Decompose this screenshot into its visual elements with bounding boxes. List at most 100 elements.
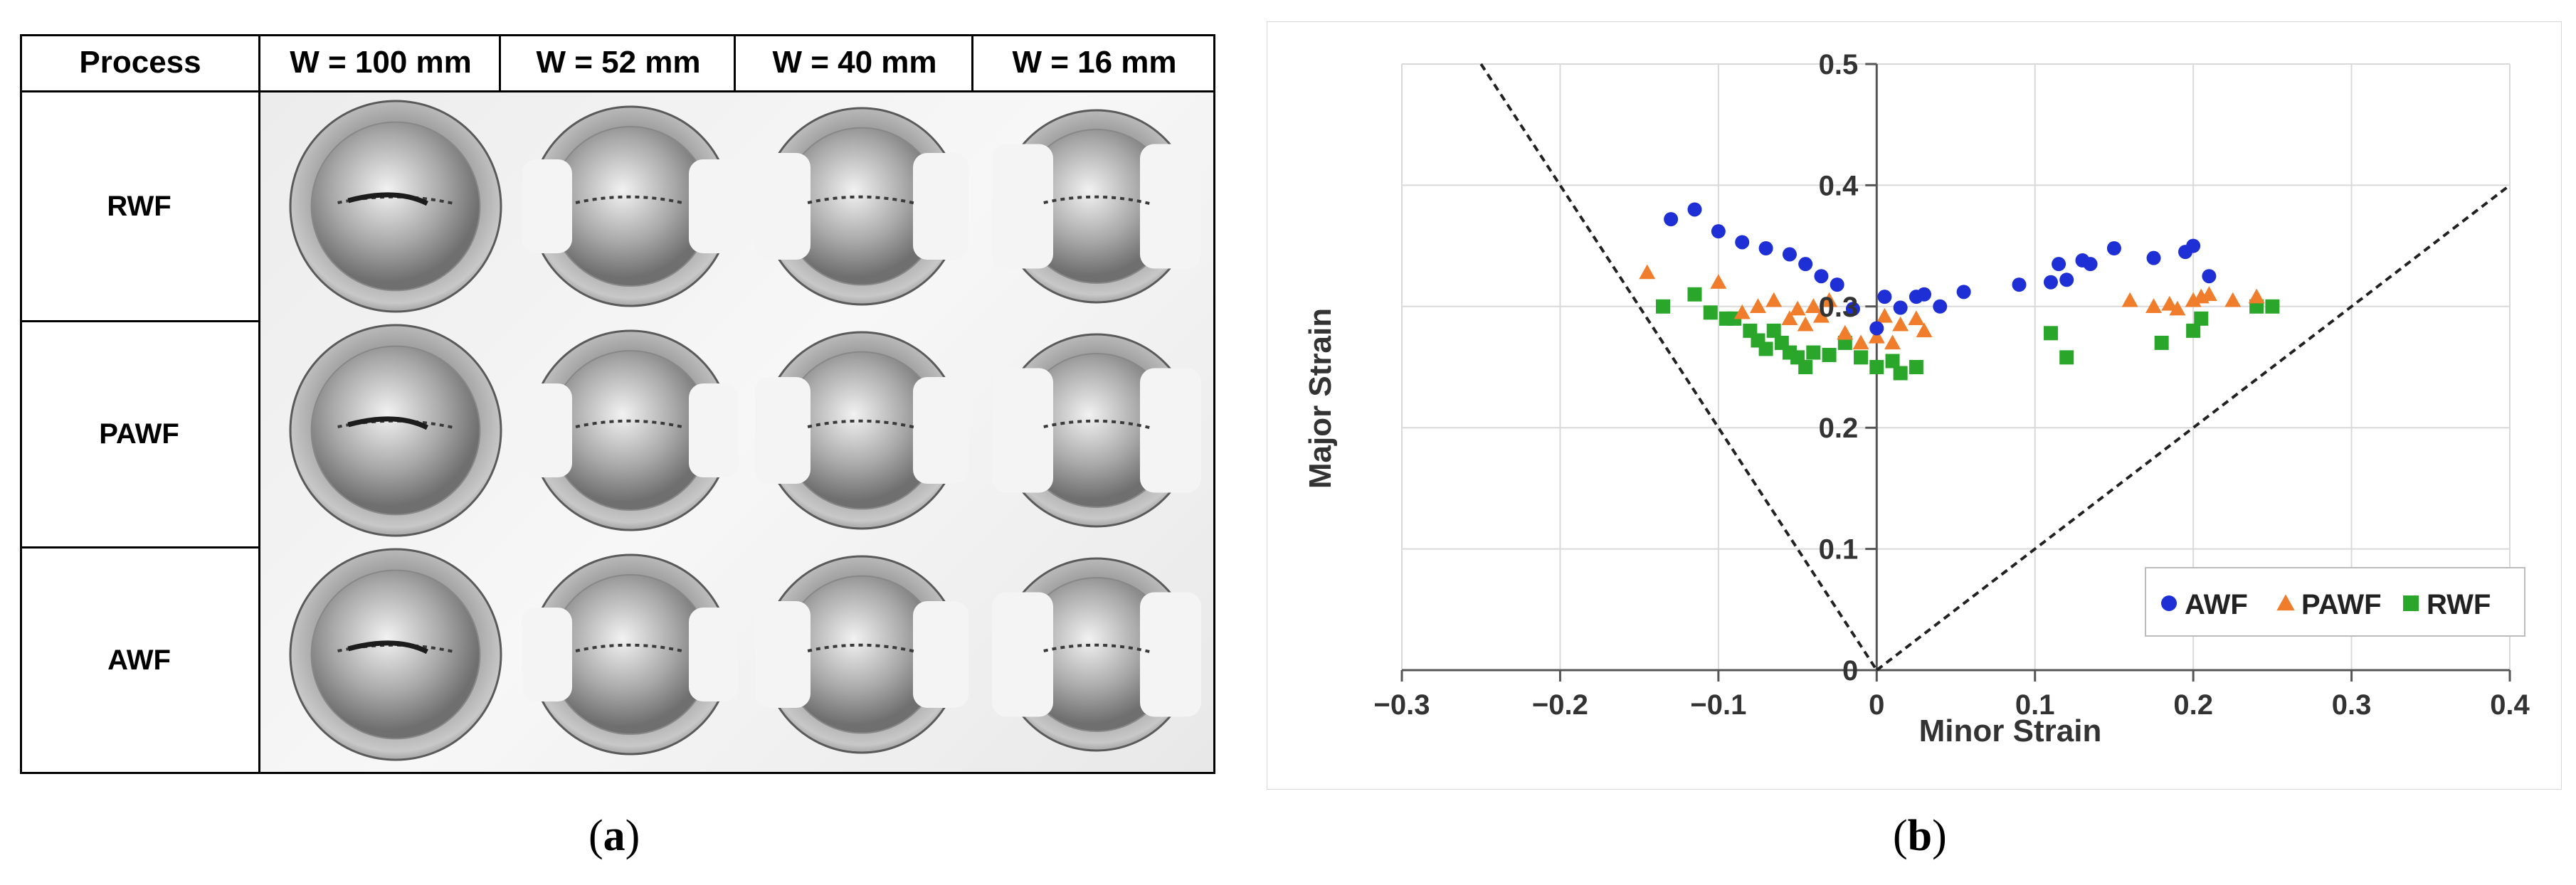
- data-point-rwf: [2186, 323, 2201, 338]
- header-w52: W = 52 mm: [536, 44, 701, 80]
- process-comparison-table: Process W = 100 mm W = 52 mm W = 40 mm W…: [20, 34, 1215, 774]
- data-point-awf: [2059, 272, 2074, 287]
- data-point-awf: [1814, 269, 1829, 284]
- series-pawf: [1639, 264, 2265, 350]
- data-point-pawf: [1812, 307, 1830, 323]
- data-point-pawf: [2224, 292, 2242, 307]
- legend-box: [2145, 567, 2525, 637]
- x-tick-label: 0: [1869, 689, 1884, 721]
- data-point-awf: [2052, 257, 2066, 272]
- data-point-awf: [2106, 241, 2121, 256]
- data-point-rwf: [1885, 354, 1900, 369]
- data-point-awf: [1758, 241, 1773, 256]
- header-w16: W = 16 mm: [1012, 44, 1177, 80]
- header-process: Process: [79, 44, 201, 80]
- header-divider: [971, 34, 973, 92]
- y-axis-label: Major Strain: [1303, 308, 1338, 489]
- specimen: [755, 107, 968, 306]
- y-tick-label: 0.1: [1819, 534, 1859, 566]
- data-point-pawf: [2161, 295, 2178, 311]
- data-point-rwf: [1798, 360, 1813, 374]
- x-tick-label: 0.4: [2490, 689, 2530, 721]
- y-tick-label: 0.3: [1819, 292, 1859, 323]
- row-label-pawf: PAWF: [99, 418, 179, 450]
- data-point-pawf: [1710, 274, 1727, 289]
- data-point-pawf: [1789, 300, 1806, 316]
- data-point-awf: [1687, 202, 1702, 217]
- y-tick-label: 0.4: [1819, 170, 1859, 201]
- data-point-awf: [1917, 287, 1932, 302]
- legend-marker-pawf: [2276, 594, 2295, 611]
- data-point-pawf: [1892, 316, 1909, 332]
- specimen: [522, 105, 739, 307]
- specimen: [755, 555, 968, 754]
- x-tick-label: −0.2: [1532, 689, 1588, 721]
- legend-label-awf: AWF: [2185, 589, 2248, 620]
- data-point-awf: [2012, 277, 2027, 292]
- data-point-rwf: [1854, 350, 1869, 365]
- specimen: [289, 324, 502, 537]
- data-point-rwf: [1703, 305, 1718, 320]
- legend-marker-rwf: [2403, 595, 2419, 611]
- x-axis-label: Minor Strain: [1919, 714, 2102, 748]
- row-label-rwf: RWF: [107, 190, 171, 222]
- row-divider: [20, 546, 260, 549]
- data-point-awf: [2186, 238, 2201, 253]
- x-tick-label: −0.3: [1374, 689, 1430, 721]
- row-label-awf: AWF: [107, 644, 171, 676]
- chart-canvas: −0.3 −0.2 −0.1 0 0.1 0.2 0.3 0.4 0 0.1 0.2 0.3 0.4 0.…: [1267, 21, 2562, 790]
- data-point-pawf: [1916, 322, 1933, 338]
- data-point-pawf: [2248, 288, 2265, 304]
- data-point-rwf: [1806, 345, 1821, 360]
- caption-b: (b): [1893, 812, 1947, 860]
- data-point-rwf: [2194, 311, 2209, 326]
- specimen: [992, 333, 1201, 528]
- data-point-pawf: [2145, 298, 2163, 313]
- data-point-pawf: [1749, 298, 1766, 313]
- data-point-awf: [1711, 224, 1726, 239]
- legend-label-pawf: PAWF: [2301, 589, 2382, 620]
- data-point-pawf: [1821, 292, 1838, 307]
- specimen: [522, 553, 739, 756]
- data-point-awf: [2083, 257, 2098, 272]
- data-point-rwf: [1758, 341, 1773, 356]
- header-w40: W = 40 mm: [772, 44, 937, 80]
- data-point-pawf: [1733, 304, 1751, 319]
- data-point-rwf: [2154, 335, 2169, 350]
- chart-border: [1267, 21, 2562, 790]
- header-divider: [734, 34, 736, 92]
- data-point-pawf: [1781, 310, 1798, 326]
- data-point-rwf: [1656, 299, 1671, 314]
- data-point-awf: [1869, 321, 1884, 336]
- data-point-rwf: [1822, 347, 1837, 362]
- data-point-awf: [1735, 235, 1750, 250]
- data-point-awf: [2043, 275, 2058, 290]
- data-point-awf: [1893, 300, 1908, 315]
- data-point-awf: [1798, 257, 1813, 272]
- x-tick-label: −0.1: [1690, 689, 1746, 721]
- forming-limit-chart: −0.3 −0.2 −0.1 0 0.1 0.2 0.3 0.4 0 0.1 0.2 0.3 0.4 0.…: [1267, 21, 2562, 790]
- specimen: [522, 329, 739, 531]
- data-point-pawf: [1884, 334, 1901, 350]
- series-rwf: [1656, 287, 2280, 381]
- legend-label-rwf: RWF: [2427, 589, 2491, 620]
- data-point-pawf: [1876, 307, 1893, 323]
- data-point-awf: [1782, 247, 1797, 262]
- data-point-pawf: [1797, 316, 1814, 332]
- data-point-awf: [1933, 299, 1948, 314]
- data-point-rwf: [2043, 326, 2058, 341]
- specimen: [755, 331, 968, 530]
- data-point-rwf: [1893, 366, 1908, 381]
- data-point-rwf: [1909, 360, 1923, 374]
- data-point-awf: [1830, 277, 1844, 292]
- data-point-rwf: [2265, 299, 2280, 314]
- data-point-awf: [2202, 269, 2217, 284]
- data-point-awf: [1956, 285, 1971, 300]
- data-point-awf: [1664, 212, 1679, 227]
- data-point-rwf: [1869, 360, 1884, 374]
- data-point-rwf: [1766, 323, 1781, 338]
- data-point-pawf: [1639, 264, 1656, 280]
- data-point-awf: [1877, 290, 1892, 304]
- header-divider: [499, 34, 501, 92]
- specimen-photo: [260, 92, 1213, 772]
